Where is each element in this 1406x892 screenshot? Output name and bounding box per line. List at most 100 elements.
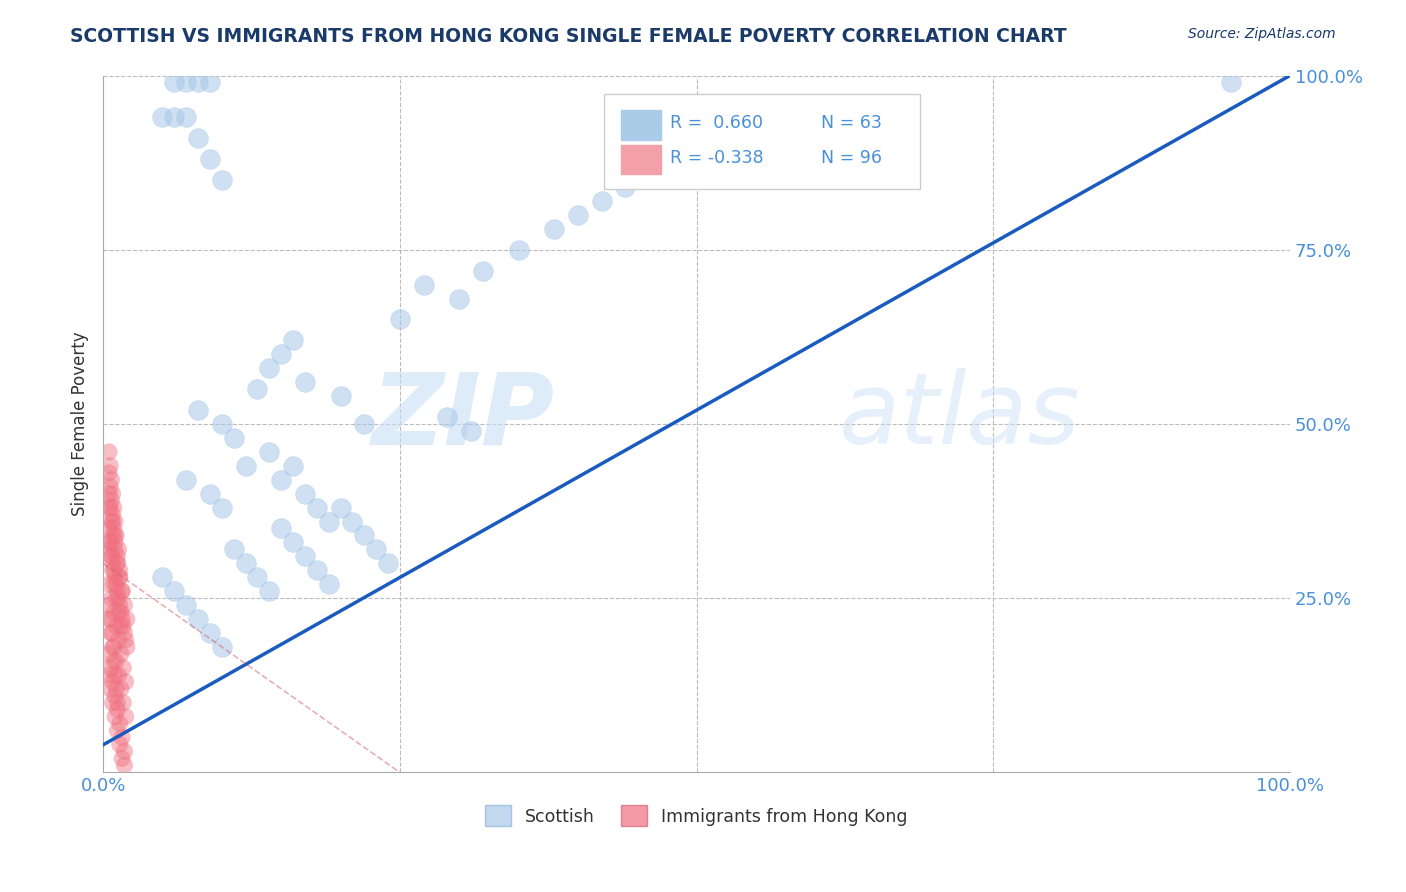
Point (108, 570, 131, 584)
Point (305, 500, 328, 515)
Point (174, 75, 197, 89)
Point (187, 75, 209, 89)
Point (112, 696, 135, 710)
Point (163, 111, 186, 125)
Point (103, 563, 125, 577)
Point (198, 486, 221, 500)
Text: ZIP: ZIP (371, 368, 554, 466)
Point (98, 598, 121, 612)
Point (115, 612, 138, 626)
Point (412, 277, 434, 292)
Point (105, 723, 128, 738)
Point (103, 605, 125, 619)
Point (100, 493, 122, 508)
Point (329, 389, 352, 403)
Point (98, 661, 121, 675)
Point (246, 570, 269, 584)
Point (638, 166, 661, 180)
Point (270, 521, 292, 535)
Point (103, 521, 125, 535)
Point (353, 528, 375, 542)
Point (98, 500, 121, 515)
Point (108, 570, 131, 584)
Point (103, 640, 125, 654)
Text: R =  0.660: R = 0.660 (671, 114, 763, 132)
Point (211, 173, 233, 187)
Point (211, 417, 233, 431)
Point (110, 647, 132, 661)
Point (98, 445, 121, 459)
Point (235, 458, 257, 473)
Point (98, 577, 121, 591)
FancyBboxPatch shape (605, 95, 920, 189)
Point (198, 75, 221, 89)
Point (100, 473, 122, 487)
Point (114, 758, 136, 772)
Point (105, 681, 128, 696)
Point (104, 570, 127, 584)
Point (388, 312, 411, 326)
Point (114, 598, 136, 612)
Point (108, 563, 131, 577)
Point (471, 263, 494, 277)
Point (114, 626, 136, 640)
Point (101, 696, 124, 710)
Point (235, 557, 257, 571)
Point (259, 445, 281, 459)
Y-axis label: Single Female Poverty: Single Female Poverty (72, 332, 89, 516)
Point (281, 458, 304, 473)
Text: Source: ZipAtlas.com: Source: ZipAtlas.com (1188, 27, 1336, 41)
Point (163, 75, 186, 89)
Point (105, 557, 128, 571)
Point (100, 591, 122, 606)
Point (98, 647, 121, 661)
Point (105, 528, 128, 542)
Point (111, 584, 134, 599)
Point (152, 570, 174, 584)
Text: SCOTTISH VS IMMIGRANTS FROM HONG KONG SINGLE FEMALE POVERTY CORRELATION CHART: SCOTTISH VS IMMIGRANTS FROM HONG KONG SI… (70, 27, 1067, 45)
Point (101, 563, 124, 577)
Point (259, 584, 281, 599)
Point (163, 584, 186, 599)
Point (211, 500, 233, 515)
Point (111, 731, 134, 745)
Point (100, 515, 122, 529)
Point (107, 605, 129, 619)
Point (114, 709, 136, 723)
Point (105, 584, 128, 599)
Point (108, 738, 131, 752)
Point (107, 668, 129, 682)
Point (436, 409, 458, 424)
Point (105, 549, 128, 564)
Point (98, 535, 121, 549)
Point (104, 528, 127, 542)
Point (543, 222, 565, 236)
Point (101, 508, 124, 522)
Point (108, 716, 131, 731)
Point (329, 500, 352, 515)
Point (294, 549, 316, 564)
Point (100, 626, 122, 640)
Point (294, 375, 316, 389)
Point (108, 598, 131, 612)
Point (281, 535, 304, 549)
Point (105, 696, 128, 710)
Point (98, 542, 121, 557)
Point (112, 661, 135, 675)
Point (105, 654, 128, 668)
Point (114, 632, 136, 647)
Point (449, 292, 471, 306)
Point (110, 605, 132, 619)
Point (222, 431, 245, 445)
Text: N = 96: N = 96 (821, 149, 882, 167)
Point (110, 619, 132, 633)
Point (281, 334, 304, 348)
Point (198, 152, 221, 166)
Point (377, 557, 399, 571)
Point (104, 542, 127, 557)
Text: atlas: atlas (839, 368, 1081, 466)
Point (105, 619, 128, 633)
Point (187, 612, 209, 626)
Point (104, 515, 127, 529)
Point (187, 403, 209, 417)
